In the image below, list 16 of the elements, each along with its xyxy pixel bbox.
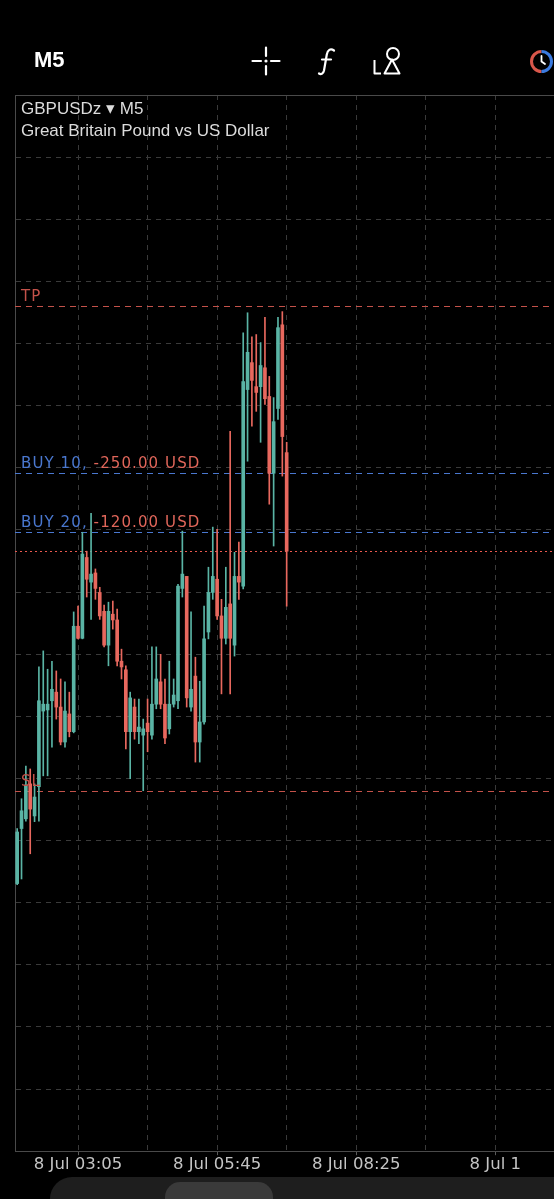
x-tick-label: 8 Jul 1	[469, 1154, 522, 1174]
candlestick	[50, 660, 54, 748]
x-tick-label: 8 Jul 08:25	[312, 1154, 401, 1174]
chart-title: GBPUSDz ▾ M5	[21, 98, 144, 119]
candlestick	[228, 431, 232, 695]
candlestick	[250, 336, 254, 427]
candlestick	[89, 513, 93, 620]
text: M5	[34, 46, 65, 74]
chart-subtitle: Great Britain Pound vs US Dollar	[21, 120, 270, 141]
candlestick	[189, 611, 193, 712]
candlestick	[237, 541, 241, 600]
x-tick-label: 8 Jul 03:05	[33, 1154, 123, 1174]
x-tick-label: 8 Jul 05:45	[172, 1154, 262, 1174]
ref-line-label: BUY 10, -250.00 USD	[21, 454, 201, 473]
ref-line-label: BUY 20, -120.00 USD	[21, 513, 201, 532]
ref-line-label: TP	[20, 286, 42, 305]
